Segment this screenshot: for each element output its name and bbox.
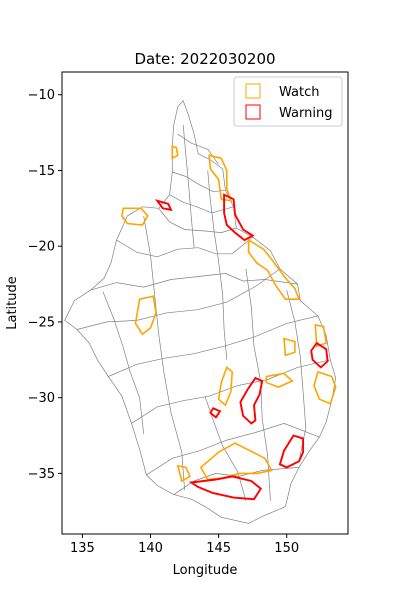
plot-frame (61, 71, 349, 535)
watch-region-8 (265, 372, 294, 388)
basin-boundary-8 (172, 171, 226, 193)
watch-region-5 (314, 324, 328, 348)
watch-region-4 (134, 295, 157, 336)
watch-region-0 (208, 154, 233, 202)
watch-region-11 (176, 464, 192, 483)
basin-boundary-3 (108, 315, 319, 377)
basin-boundary-7 (177, 133, 219, 165)
basin-boundary-16 (245, 268, 271, 501)
warning-region-3 (239, 376, 264, 425)
watch-regions (121, 145, 337, 483)
y-tick-label: −10 (28, 88, 55, 103)
y-tick-label: −35 (28, 467, 55, 482)
basin-boundary-0 (116, 239, 199, 258)
map-layer (64, 100, 337, 524)
watch-region-10 (199, 442, 273, 481)
basin-boundary-6 (173, 467, 300, 495)
basin-boundary-5 (146, 423, 320, 476)
chart-title: Date: 2022030200 (134, 50, 275, 68)
basin-boundaries (64, 100, 337, 524)
y-axis-ticks: −10 −15 −20 −25 −30 −35 (28, 88, 62, 482)
legend-swatch-watch (245, 83, 261, 99)
basin-boundary-18 (102, 291, 145, 435)
warning-region-0 (154, 199, 173, 212)
watch-region-6 (283, 337, 296, 357)
x-axis-ticks: 135 140 145 150 (70, 534, 299, 556)
basin-boundary-11 (198, 236, 253, 255)
basin-boundary-12 (225, 273, 298, 285)
basin-boundary-4 (131, 359, 331, 424)
watch-region-9 (217, 366, 234, 407)
x-tick-label: 140 (138, 541, 163, 556)
basin-boundary-9 (169, 194, 234, 214)
basin-boundary-2 (76, 268, 281, 330)
legend: Watch Warning (233, 76, 343, 127)
legend-box (233, 76, 343, 127)
x-tick-label: 150 (274, 541, 299, 556)
watch-region-2 (121, 207, 149, 226)
basin-boundary-10 (158, 208, 237, 233)
basin-boundary-14 (207, 170, 228, 360)
x-tick-label: 135 (70, 541, 95, 556)
legend-label-warning: Warning (279, 106, 332, 121)
warning-region-6 (188, 475, 263, 501)
y-axis-label: Latitude (5, 276, 20, 330)
warning-region-4 (278, 434, 305, 469)
basin-boundary-1 (90, 273, 226, 291)
y-tick-label: −25 (28, 315, 55, 330)
legend-label-watch: Watch (279, 85, 319, 100)
x-tick-label: 145 (206, 541, 231, 556)
warning-region-1 (223, 193, 255, 242)
basin-boundary-13 (182, 124, 195, 248)
y-tick-label: −20 (28, 240, 55, 255)
basin-boundary-17 (286, 290, 307, 462)
warning-region-5 (209, 407, 222, 419)
watch-region-1 (171, 145, 179, 160)
y-tick-label: −15 (28, 164, 55, 179)
warning-regions (154, 193, 329, 501)
y-tick-label: −30 (28, 391, 55, 406)
watch-region-7 (313, 370, 337, 405)
x-axis-label: Longitude (173, 563, 238, 578)
region-outline (64, 100, 337, 524)
legend-swatch-warning (245, 104, 261, 120)
basin-boundary-15 (143, 215, 185, 491)
watch-region-3 (247, 238, 301, 301)
warning-region-2 (310, 341, 329, 369)
